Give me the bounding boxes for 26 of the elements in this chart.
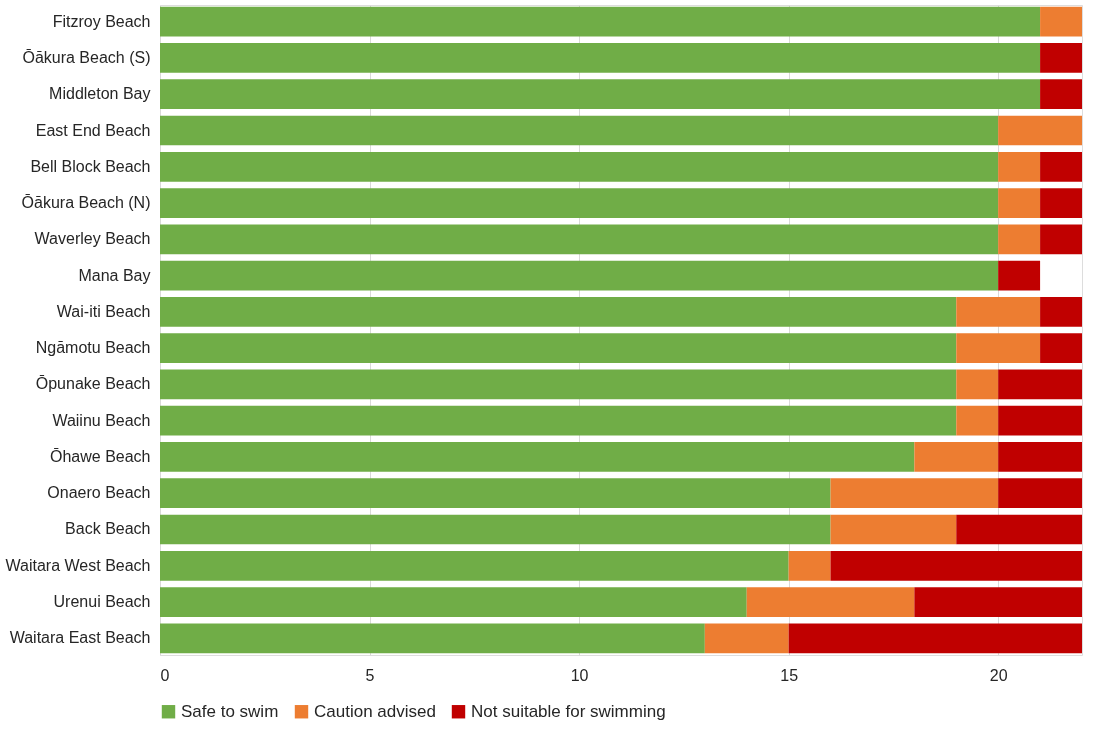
y-tick-label: East End Beach: [35, 121, 151, 139]
y-tick-label: Ngāmotu Beach: [35, 339, 151, 357]
x-tick-label: 10: [570, 666, 589, 684]
x-tick-label: 20: [989, 666, 1008, 684]
y-tick-label: Waitara East Beach: [9, 629, 151, 647]
y-tick-label: Ōpunake Beach: [35, 375, 151, 393]
y-tick-label: Onaero Beach: [47, 484, 151, 502]
y-tick-label: Waitara West Beach: [5, 556, 151, 574]
y-tick-label: Waverley Beach: [34, 230, 151, 248]
y-tick-label: Middleton Bay: [49, 85, 151, 103]
legend-label: Safe to swim: [181, 701, 279, 721]
x-tick-label: 0: [160, 666, 170, 684]
y-tick-label: Fitzroy Beach: [52, 12, 151, 30]
y-tick-label: Waiinu Beach: [52, 411, 151, 429]
y-tick-label: Mana Bay: [78, 266, 151, 284]
x-tick-label: 15: [780, 666, 799, 684]
y-tick-label: Wai-iti Beach: [56, 302, 151, 320]
legend-label: Not suitable for swimming: [471, 701, 666, 721]
x-tick-label: 5: [365, 666, 375, 684]
legend-label: Caution advised: [314, 701, 436, 721]
y-tick-label: Bell Block Beach: [30, 157, 151, 175]
y-tick-label: Ōākura Beach (N): [21, 194, 151, 212]
y-tick-label: Back Beach: [65, 520, 151, 538]
y-tick-label: Urenui Beach: [53, 593, 151, 611]
y-tick-label: Ōhawe Beach: [49, 447, 151, 465]
y-tick-label: Ōākura Beach (S): [22, 48, 151, 66]
